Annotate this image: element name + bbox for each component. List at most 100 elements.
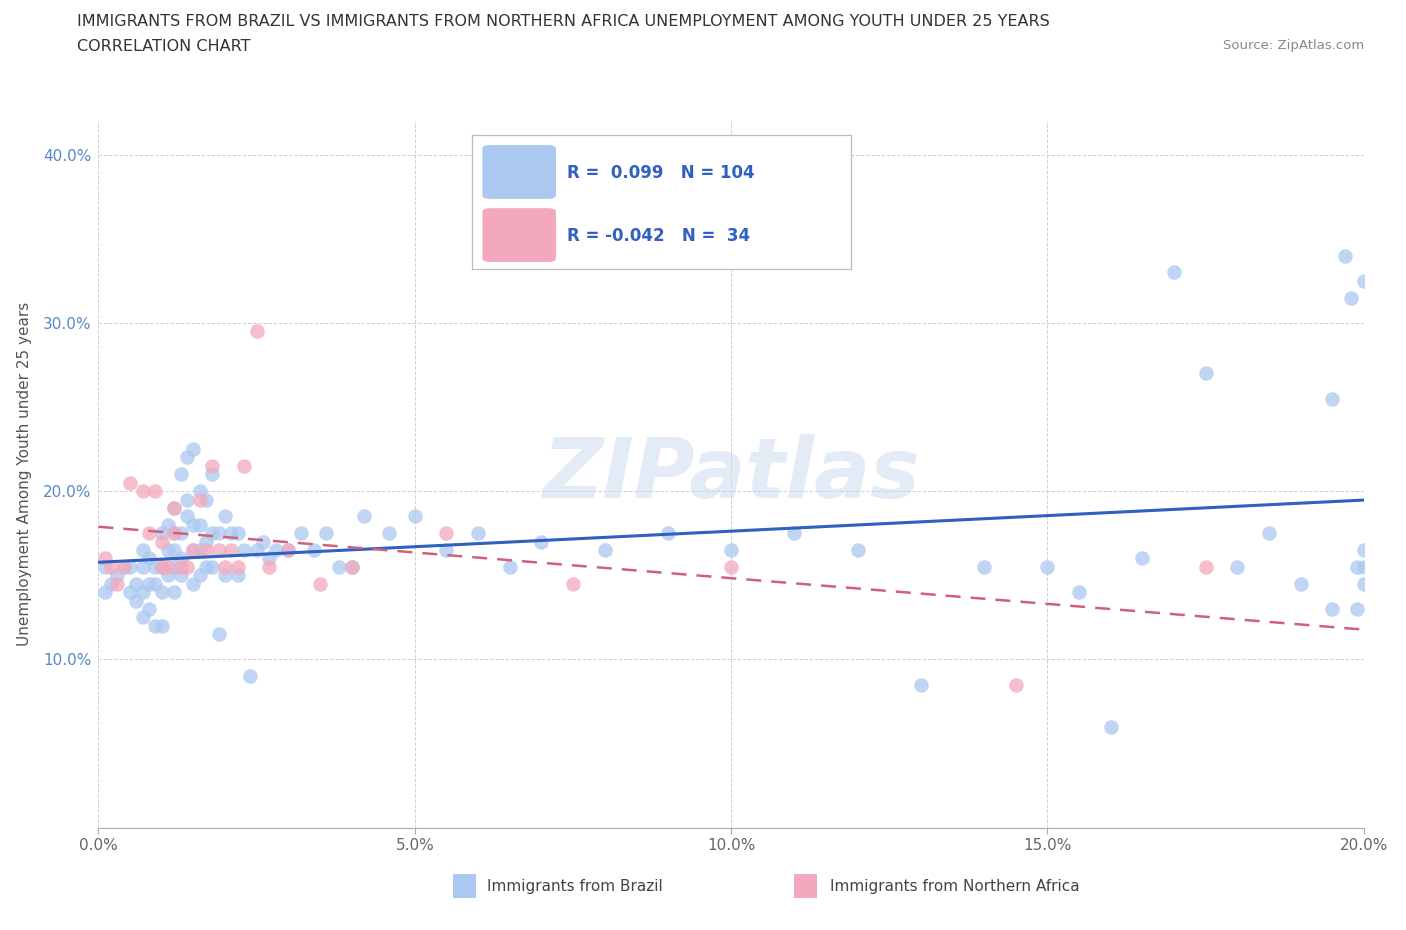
Point <box>340 560 363 575</box>
Point <box>246 542 269 557</box>
Point <box>138 525 160 540</box>
Point <box>1353 577 1375 591</box>
Point <box>112 560 135 575</box>
Point <box>132 484 155 498</box>
Point <box>145 560 166 575</box>
Point <box>1130 551 1153 565</box>
Point <box>910 677 932 692</box>
Point <box>132 585 155 600</box>
Point <box>208 542 231 557</box>
Point <box>404 509 426 524</box>
Point <box>194 492 218 507</box>
Bar <box>794 873 817 898</box>
Text: Immigrants from Northern Africa: Immigrants from Northern Africa <box>830 879 1080 894</box>
Point <box>226 525 249 540</box>
Point <box>1067 585 1090 600</box>
Point <box>93 560 117 575</box>
Point <box>169 467 191 482</box>
Point <box>157 542 180 557</box>
Point <box>188 484 211 498</box>
Point <box>183 542 205 557</box>
Point <box>163 525 186 540</box>
Bar <box>453 873 475 898</box>
Point <box>214 568 236 583</box>
Point <box>1194 365 1216 380</box>
Point <box>93 551 117 565</box>
Point <box>252 534 274 549</box>
Point <box>132 542 155 557</box>
Point <box>112 560 135 575</box>
Point <box>1353 542 1375 557</box>
Point <box>226 560 249 575</box>
Point <box>183 517 205 532</box>
Point <box>120 560 141 575</box>
Point <box>132 560 155 575</box>
Point <box>315 525 337 540</box>
Point <box>264 542 287 557</box>
Point <box>720 542 742 557</box>
Point <box>226 568 249 583</box>
Point <box>277 542 299 557</box>
Point <box>259 560 281 575</box>
Point <box>194 560 218 575</box>
Point <box>233 458 256 473</box>
Point <box>138 551 160 565</box>
Point <box>120 475 141 490</box>
Point <box>163 500 186 515</box>
Point <box>846 542 869 557</box>
Point <box>1353 560 1375 575</box>
Point <box>169 568 191 583</box>
Point <box>107 577 129 591</box>
Point <box>183 577 205 591</box>
Point <box>145 577 166 591</box>
Point <box>138 602 160 617</box>
Point <box>194 542 218 557</box>
Point <box>93 585 117 600</box>
Text: IMMIGRANTS FROM BRAZIL VS IMMIGRANTS FROM NORTHERN AFRICA UNEMPLOYMENT AMONG YOU: IMMIGRANTS FROM BRAZIL VS IMMIGRANTS FRO… <box>77 14 1050 29</box>
Point <box>302 542 325 557</box>
Point <box>201 560 224 575</box>
Point <box>277 542 299 557</box>
Point <box>169 560 191 575</box>
Point <box>150 534 173 549</box>
Point <box>150 525 173 540</box>
Point <box>1322 602 1344 617</box>
Point <box>163 542 186 557</box>
Point <box>593 542 616 557</box>
Point <box>353 509 375 524</box>
Text: Immigrants from Brazil: Immigrants from Brazil <box>486 879 662 894</box>
Point <box>309 577 332 591</box>
Point <box>188 542 211 557</box>
Text: CORRELATION CHART: CORRELATION CHART <box>77 39 250 54</box>
Point <box>720 560 742 575</box>
Text: ZIPatlas: ZIPatlas <box>543 433 920 515</box>
Point <box>150 560 173 575</box>
Point <box>208 627 231 642</box>
Point <box>1226 560 1249 575</box>
Point <box>100 577 122 591</box>
Point <box>1163 265 1185 280</box>
Point <box>214 509 236 524</box>
Point <box>120 585 141 600</box>
Point <box>163 525 186 540</box>
Point <box>467 525 489 540</box>
Point <box>208 525 231 540</box>
Point <box>169 525 191 540</box>
Point <box>188 517 211 532</box>
Point <box>1333 248 1355 263</box>
Point <box>1289 577 1312 591</box>
Point <box>100 560 122 575</box>
Y-axis label: Unemployment Among Youth under 25 years: Unemployment Among Youth under 25 years <box>17 302 32 646</box>
Point <box>176 492 198 507</box>
Point <box>1347 602 1369 617</box>
Point <box>183 542 205 557</box>
Point <box>157 517 180 532</box>
Point <box>163 500 186 515</box>
Point <box>169 551 191 565</box>
Point <box>239 669 262 684</box>
Point <box>290 525 312 540</box>
Point <box>107 568 129 583</box>
Point <box>163 560 186 575</box>
Point <box>138 577 160 591</box>
Point <box>1257 525 1279 540</box>
